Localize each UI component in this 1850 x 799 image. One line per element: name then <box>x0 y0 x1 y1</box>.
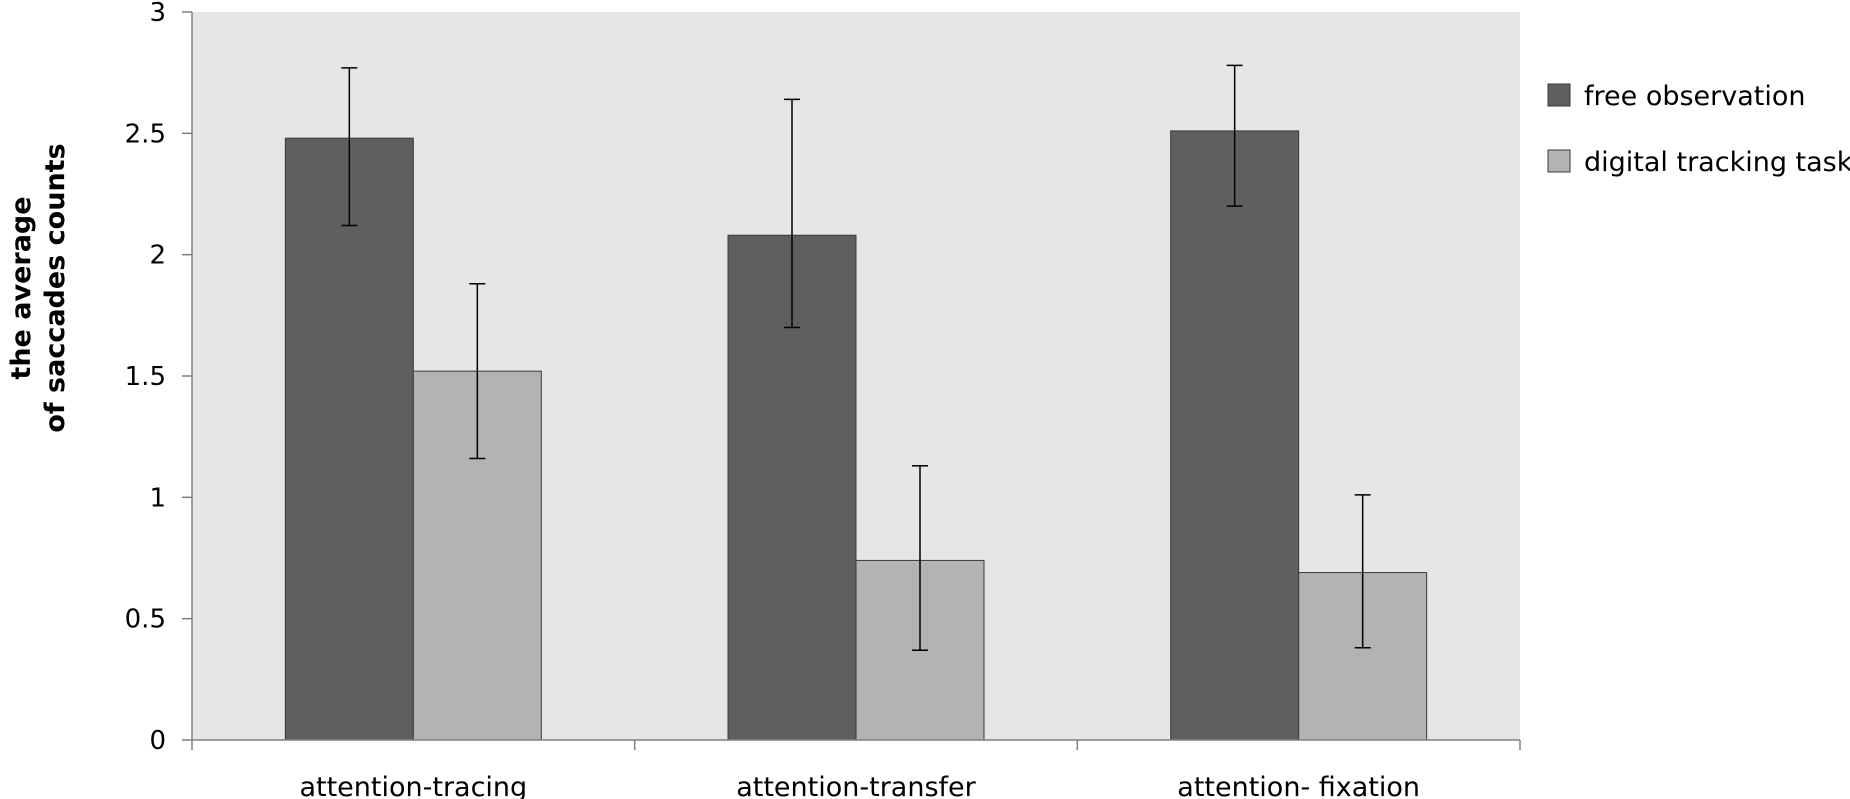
legend-swatch <box>1547 149 1571 173</box>
bar-free-observation-3 <box>1170 130 1300 741</box>
y-axis-title-line-1: the average <box>6 196 37 379</box>
y-tick-label: 2.5 <box>125 119 166 149</box>
y-tick-label: 1 <box>149 483 166 513</box>
legend-swatch <box>1547 83 1571 107</box>
y-tick-label: 0.5 <box>125 605 166 635</box>
x-category-labels: attention-tracing attention-transfer atten… <box>299 772 1420 799</box>
legend: free observation digital tracking task <box>1547 81 1850 178</box>
y-tick-label: 1.5 <box>125 362 166 392</box>
x-category-label: attention-transfer <box>736 772 976 799</box>
y-tick-labels: 0 0.5 1 1.5 2 2.5 3 <box>125 0 166 756</box>
y-tick-label: 3 <box>149 0 166 28</box>
axes <box>182 11 1521 750</box>
x-category-label: attention-tracing <box>299 772 527 799</box>
y-tick-label: 0 <box>149 726 166 756</box>
legend-label: free observation <box>1584 81 1806 112</box>
legend-label: digital tracking task <box>1584 147 1850 178</box>
y-axis-title-line-2: of saccades counts <box>40 143 71 432</box>
x-category-label: attention- fixation <box>1177 772 1420 799</box>
error-bars-layer <box>341 64 1371 651</box>
y-tick-label: 2 <box>149 241 166 271</box>
bar-free-observation-1 <box>284 137 414 741</box>
